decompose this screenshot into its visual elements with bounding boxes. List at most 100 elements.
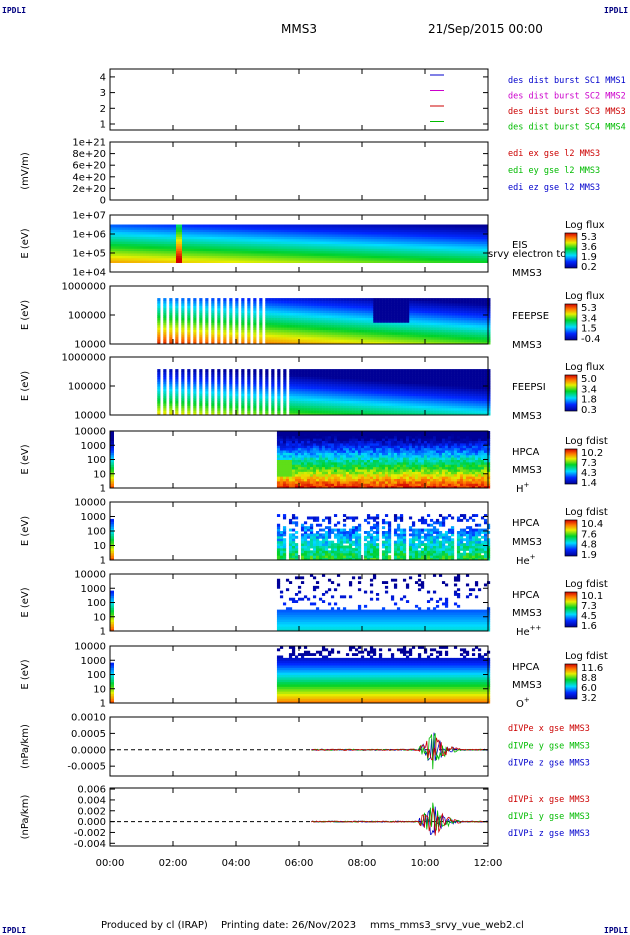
heatmap-cell (233, 225, 236, 228)
y-tick-label: 10000 (74, 340, 106, 351)
heatmap-cell (350, 225, 353, 228)
heatmap-cell (469, 298, 472, 301)
heatmap-cell (448, 298, 451, 301)
y-tick-label: 1e+04 (72, 268, 106, 279)
heatmap-cell (221, 225, 224, 228)
heatmap-cell (242, 225, 245, 228)
heatmap-cell (379, 298, 382, 301)
heatmap-cell (373, 369, 376, 372)
heatmap-cell (328, 369, 331, 372)
heatmap-cell (424, 298, 427, 301)
heatmap-cell (328, 298, 331, 301)
heatmap-cell (415, 298, 418, 301)
heatmap-cell (368, 225, 371, 228)
heatmap-cell (173, 225, 176, 228)
colorbar-tick-label: 0.2 (581, 262, 597, 273)
heatmap-cell (367, 298, 370, 301)
heatmap-cell (289, 298, 292, 301)
heatmap-cell (239, 225, 242, 228)
heatmap-cell (275, 225, 278, 228)
heatmap-feepsi (157, 369, 490, 415)
heatmap-cell (140, 225, 143, 228)
heatmap-cell (446, 225, 449, 228)
heatmap-cell (443, 225, 446, 228)
heatmap-cell (280, 298, 283, 301)
heatmap-cell (164, 225, 167, 228)
heatmap-cell (169, 298, 172, 301)
colorbar-title: Log flux (565, 220, 605, 231)
legend-label: des dist burst SC2 MMS2 (508, 92, 626, 102)
heatmap-cell (359, 225, 362, 228)
heatmap-cell (187, 298, 190, 301)
legend-label: des dist burst SC1 MMS1 (508, 76, 626, 86)
heatmap-cell (274, 298, 277, 301)
heatmap-cell (254, 225, 257, 228)
heatmap-cell (322, 369, 325, 372)
heatmap-cell (320, 225, 323, 228)
heatmap-cell (241, 369, 244, 372)
heatmap-cell (301, 298, 304, 301)
y-tick-label: 1e+21 (72, 138, 106, 149)
heatmap-cell (209, 225, 212, 228)
colorbar (565, 233, 577, 268)
legend-label: edi ex gse l2 MMS3 (508, 149, 600, 159)
heatmap-cell (458, 225, 461, 228)
heatmap-cell (271, 298, 274, 301)
heatmap-cell (175, 298, 178, 301)
heatmap-cell (251, 225, 254, 228)
heatmap-cell (287, 225, 290, 228)
heatmap-cell (364, 298, 367, 301)
heatmap-cell (361, 298, 364, 301)
heatmap-cell (353, 225, 356, 228)
heatmap-cell (356, 225, 359, 228)
heatmap-cell (163, 298, 166, 301)
heatmap-cell (346, 369, 349, 372)
heatmap-cell (440, 225, 443, 228)
heatmap-cell (227, 225, 230, 228)
y-tick-label: 8e+20 (72, 149, 106, 160)
heatmap-cell (163, 369, 166, 372)
heatmap-cell (344, 225, 347, 228)
heatmap-cell (343, 369, 346, 372)
heatmap-cell (412, 298, 415, 301)
heatmap-cell (341, 225, 344, 228)
heatmap-cell (454, 298, 457, 301)
heatmap-cell (389, 225, 392, 228)
heatmap-cell (188, 225, 191, 228)
heatmap-cell (329, 225, 332, 228)
heatmap-cell (313, 369, 316, 372)
heatmap-cell (433, 298, 436, 301)
heatmap-cell (481, 298, 484, 301)
heatmap-cell (203, 225, 206, 228)
heatmap-cell (404, 225, 407, 228)
heatmap-cell (475, 298, 478, 301)
heatmap-cell (434, 225, 437, 228)
heatmap-cell (325, 298, 328, 301)
heatmap-cell (113, 225, 116, 228)
heatmap-cell (122, 225, 125, 228)
spacecraft-label: MMS3 (512, 340, 542, 351)
heatmap-cell (337, 369, 340, 372)
heatmap-cell (307, 298, 310, 301)
heatmap-cell (289, 369, 292, 372)
heatmap-cell (331, 369, 334, 372)
heatmap-cell (125, 225, 128, 228)
heatmap-cell (463, 298, 466, 301)
heatmap-cell (430, 298, 433, 301)
heatmap-cell (119, 225, 122, 228)
heatmap-cell (376, 369, 379, 372)
heatmap-cell (442, 298, 445, 301)
heatmap-cell (466, 298, 469, 301)
heatmap-cell (382, 298, 385, 301)
heatmap-cell (194, 225, 197, 228)
heatmap-cell (157, 298, 160, 301)
y-tick-label: 6e+20 (72, 161, 106, 172)
heatmap-cell (298, 298, 301, 301)
heatmap-cell (260, 225, 263, 228)
heatmap-cell (416, 225, 419, 228)
heatmap-cell (223, 369, 226, 372)
heatmap-cell (266, 225, 269, 228)
y-tick-label: 1e+05 (72, 249, 106, 260)
